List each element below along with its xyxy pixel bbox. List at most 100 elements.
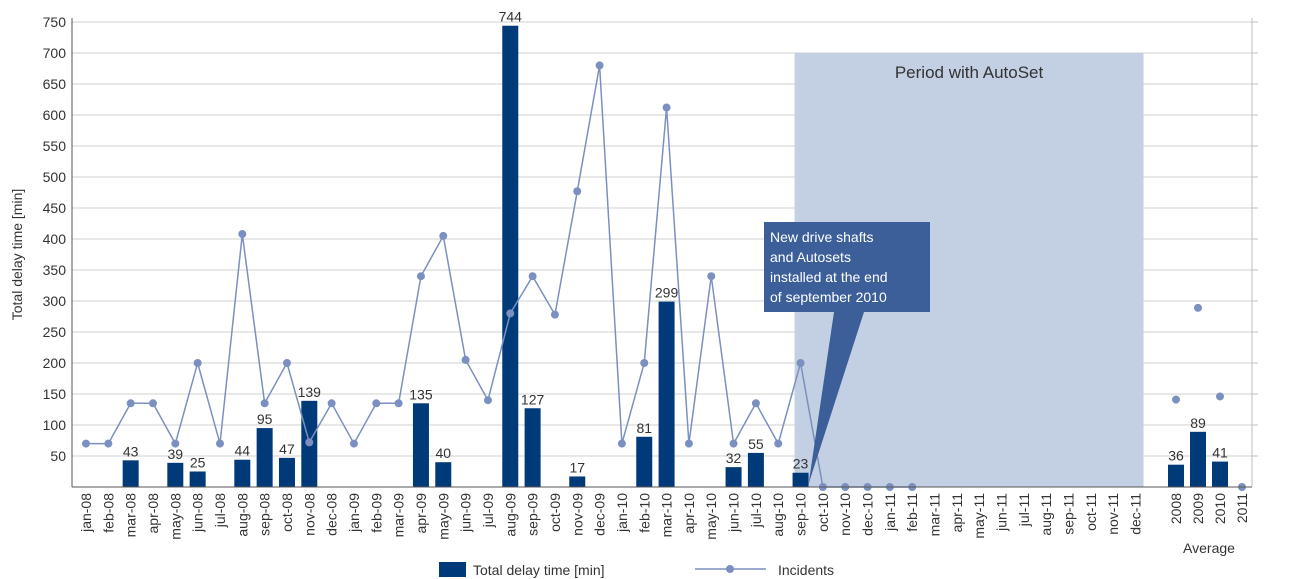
incident-point <box>305 438 314 447</box>
x-tick-label: jan-08 <box>78 493 94 533</box>
x-tick-label: apr-08 <box>145 493 161 534</box>
delay-bar <box>167 462 184 487</box>
incident-point <box>215 439 224 448</box>
bar-value-label: 40 <box>435 445 451 461</box>
incident-point <box>729 439 738 448</box>
y-tick-label: 750 <box>43 14 67 30</box>
y-tick-label: 500 <box>43 169 67 185</box>
bar-value-label: 17 <box>569 459 585 475</box>
y-tick-label: 700 <box>43 45 67 61</box>
delay-bar <box>1212 461 1228 487</box>
data-labels: 43 39 25 44 95 47 139 135 40 744 127 17 81 299 32 55 23 3… <box>123 9 1228 476</box>
x-tick-label: sep-09 <box>525 493 541 536</box>
bar-value-label: 23 <box>793 456 809 472</box>
x-tick-label: sep-10 <box>793 493 809 536</box>
incident-point <box>483 396 492 405</box>
incidents-line <box>82 61 1246 491</box>
y-tick-label: 600 <box>43 107 67 123</box>
incident-point <box>82 439 90 448</box>
incident-point <box>573 187 582 196</box>
x-tick-label: oct-09 <box>547 493 563 532</box>
delay-bar <box>1168 464 1184 487</box>
delay-bar <box>278 457 295 487</box>
x-tick-label: mar-11 <box>927 493 943 537</box>
x-tick-label: may-09 <box>435 493 451 540</box>
incident-point <box>617 439 626 448</box>
incident-point <box>662 103 671 112</box>
x-tick-label: jul-09 <box>480 493 496 528</box>
callout-pointer <box>808 312 864 484</box>
delay-bar <box>569 476 586 487</box>
bar-value-label: 135 <box>409 386 433 402</box>
delay-bar <box>122 460 139 487</box>
bar-value-label: 36 <box>1168 448 1184 464</box>
incident-average-point <box>1216 392 1224 401</box>
incident-point <box>439 231 448 240</box>
x-tick-label: apr-10 <box>681 493 697 534</box>
incident-average-point <box>1172 395 1180 404</box>
axes: 50 100 150 200 250 300 350 400 450 500 550 600 650 70… <box>9 14 1258 556</box>
annotation-callout: New drive shafts and Autosets installed at… <box>764 222 930 484</box>
callout-text-line: New drive shafts <box>770 229 873 245</box>
incident-point <box>707 272 716 281</box>
x-tick-label: mar-09 <box>391 493 407 538</box>
x-tick-label: mar-10 <box>659 493 675 538</box>
x-tick-label: may-10 <box>703 493 719 540</box>
delay-bar <box>502 25 519 487</box>
x-tick-label: jul-11 <box>1016 493 1032 527</box>
bar-value-label: 81 <box>636 420 652 436</box>
y-axis-title: Total delay time [min] <box>9 189 25 321</box>
x-tick-label: nov-10 <box>837 493 853 536</box>
x-tick-label: mar-08 <box>123 493 139 538</box>
x-tick-label: dec-10 <box>860 493 876 536</box>
bar-value-label: 44 <box>235 443 251 459</box>
x-tick-label: apr-09 <box>413 493 429 534</box>
x-tick-label: aug-08 <box>234 493 250 537</box>
legend-swatch-bars <box>439 562 466 577</box>
x-tick-label: 2008 <box>1168 493 1184 524</box>
y-tick-label: 550 <box>43 138 67 154</box>
delay-bar <box>725 467 742 487</box>
incident-point <box>416 272 425 281</box>
bar-value-label: 89 <box>1190 415 1206 431</box>
incident-point <box>751 399 760 408</box>
x-tick-label: feb-10 <box>636 493 652 533</box>
x-tick-label: oct-10 <box>815 493 831 532</box>
incident-point <box>394 399 403 408</box>
x-tick-label: dec-09 <box>592 493 608 536</box>
bar-value-label: 95 <box>257 411 273 427</box>
y-tick-label: 100 <box>43 417 67 433</box>
x-tick-label: may-08 <box>167 493 183 540</box>
x-tick-label: 2009 <box>1190 493 1206 524</box>
incident-point <box>171 439 180 448</box>
x-tick-label: aug-09 <box>502 493 518 537</box>
x-tick-label: feb-09 <box>368 493 384 533</box>
x-tick-label: nov-08 <box>301 493 317 536</box>
incident-point <box>774 439 783 448</box>
bar-value-label: 127 <box>521 391 545 407</box>
y-tick-label: 200 <box>43 355 67 371</box>
y-tick-label: 300 <box>43 293 67 309</box>
delay-bar <box>636 436 653 487</box>
x-tick-label: oct-11 <box>1083 493 1099 531</box>
incident-point <box>238 230 247 239</box>
x-tick-label: dec-11 <box>1128 493 1144 535</box>
x-tick-label: apr-11 <box>949 493 965 533</box>
x-tick-label: may-11 <box>971 493 987 539</box>
incident-point <box>349 439 358 448</box>
x-tick-label: jul-10 <box>748 493 764 528</box>
incident-point <box>148 399 157 408</box>
legend: Total delay time [min] Incidents <box>439 562 834 578</box>
incident-average-point <box>1194 303 1202 312</box>
x-tick-label: jun-08 <box>190 493 206 533</box>
incident-point <box>372 399 381 408</box>
incident-point <box>528 272 537 281</box>
bar-value-label: 25 <box>190 455 206 471</box>
bar-value-label: 43 <box>123 443 139 459</box>
bar-value-label: 32 <box>726 450 742 466</box>
callout-text-line: installed at the end <box>770 269 888 285</box>
x-tick-label: jan-10 <box>614 493 630 533</box>
legend-swatch-marker <box>726 565 734 573</box>
y-tick-label: 250 <box>43 324 67 340</box>
y-tick-label: 350 <box>43 262 67 278</box>
